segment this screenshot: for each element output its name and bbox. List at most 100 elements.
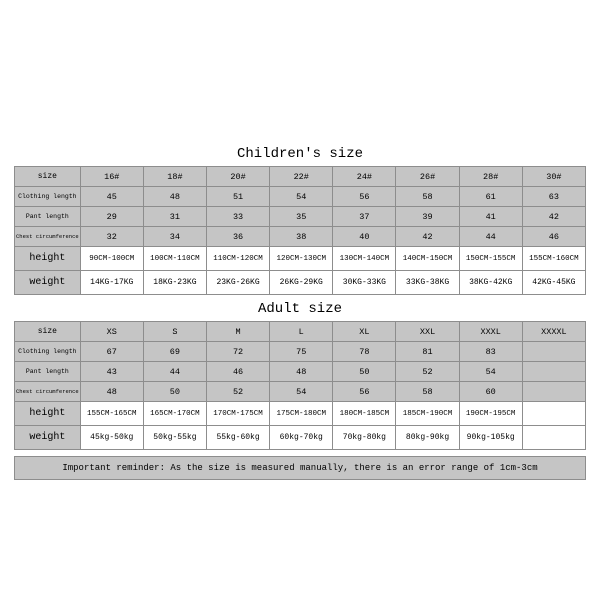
table-row: Clothing length 67 69 72 75 78 81 83 [15,342,586,362]
cell: 45kg-50kg [80,426,143,450]
cell: 29 [80,207,143,227]
cell: 70kg-80kg [333,426,396,450]
row-label-chest: Chest circumference 1/2 [15,227,81,247]
cell: 28# [459,167,522,187]
cell: 90CM-100CM [80,247,143,271]
cell: 38KG-42KG [459,271,522,295]
cell: 30KG-33KG [333,271,396,295]
cell: 23KG-26KG [206,271,269,295]
cell: 100CM-110CM [143,247,206,271]
cell: 18KG-23KG [143,271,206,295]
cell: 72 [206,342,269,362]
row-label-height: height [15,247,81,271]
cell: 63 [522,187,585,207]
table-row: Chest circumference 1/2 32 34 36 38 40 4… [15,227,586,247]
cell: 30# [522,167,585,187]
cell: 46 [522,227,585,247]
cell: 69 [143,342,206,362]
cell: 56 [333,187,396,207]
table-row: Pant length 43 44 46 48 50 52 54 [15,362,586,382]
children-size-table: size 16# 18# 20# 22# 24# 26# 28# 30# Clo… [14,166,586,295]
cell: 54 [270,187,333,207]
cell: 165CM-170CM [143,402,206,426]
cell: 60 [459,382,522,402]
cell: 80kg-90kg [396,426,459,450]
cell: 83 [459,342,522,362]
cell: 60kg-70kg [270,426,333,450]
cell: 48 [80,382,143,402]
cell: 54 [270,382,333,402]
cell: 75 [270,342,333,362]
cell: 31 [143,207,206,227]
cell: 155CM-165CM [80,402,143,426]
row-label-weight: weight [15,426,81,450]
cell [522,426,585,450]
cell: 110CM-120CM [206,247,269,271]
cell: 16# [80,167,143,187]
children-title: Children's size [14,146,586,162]
cell: 14KG-17KG [80,271,143,295]
cell: 33KG-38KG [396,271,459,295]
cell: 175CM-180CM [270,402,333,426]
cell: 50 [333,362,396,382]
cell [522,362,585,382]
cell: 90kg-105kg [459,426,522,450]
reminder-text: Important reminder: As the size is measu… [14,456,586,480]
cell: 40 [333,227,396,247]
cell: 22# [270,167,333,187]
table-row: height 155CM-165CM 165CM-170CM 170CM-175… [15,402,586,426]
cell [522,342,585,362]
cell: 44 [143,362,206,382]
cell: S [143,322,206,342]
row-label-clothing-length: Clothing length [15,342,81,362]
table-row: size 16# 18# 20# 22# 24# 26# 28# 30# [15,167,586,187]
table-row: Chest circumference 1/2 48 50 52 54 56 5… [15,382,586,402]
table-row: weight 45kg-50kg 50kg-55kg 55kg-60kg 60k… [15,426,586,450]
cell [522,402,585,426]
cell: 120CM-130CM [270,247,333,271]
cell: XXXL [459,322,522,342]
cell: 51 [206,187,269,207]
cell: 58 [396,187,459,207]
cell: 50kg-55kg [143,426,206,450]
cell: 170CM-175CM [206,402,269,426]
cell [522,382,585,402]
cell: 56 [333,382,396,402]
cell: 81 [396,342,459,362]
row-label-clothing-length: Clothing length [15,187,81,207]
table-row: height 90CM-100CM 100CM-110CM 110CM-120C… [15,247,586,271]
row-label-height: height [15,402,81,426]
table-row: Clothing length 45 48 51 54 56 58 61 63 [15,187,586,207]
cell: 37 [333,207,396,227]
adult-size-table: size XS S M L XL XXL XXXL XXXXL Clothing… [14,321,586,450]
cell: 52 [206,382,269,402]
cell: 20# [206,167,269,187]
cell: 185CM-190CM [396,402,459,426]
cell: 150CM-155CM [459,247,522,271]
cell: 180CM-185CM [333,402,396,426]
row-label-size: size [15,322,81,342]
cell: XXL [396,322,459,342]
cell: 140CM-150CM [396,247,459,271]
cell: 78 [333,342,396,362]
cell: 190CM-195CM [459,402,522,426]
cell: XS [80,322,143,342]
cell: 42 [522,207,585,227]
cell: 39 [396,207,459,227]
cell: 18# [143,167,206,187]
cell: 24# [333,167,396,187]
cell: 130CM-140CM [333,247,396,271]
cell: 43 [80,362,143,382]
cell: 35 [270,207,333,227]
cell: 33 [206,207,269,227]
table-row: Pant length 29 31 33 35 37 39 41 42 [15,207,586,227]
cell: L [270,322,333,342]
cell: 34 [143,227,206,247]
cell: 58 [396,382,459,402]
cell: XXXXL [522,322,585,342]
cell: 67 [80,342,143,362]
cell: 45 [80,187,143,207]
cell: 54 [459,362,522,382]
cell: 26KG-29KG [270,271,333,295]
row-label-pant-length: Pant length [15,207,81,227]
